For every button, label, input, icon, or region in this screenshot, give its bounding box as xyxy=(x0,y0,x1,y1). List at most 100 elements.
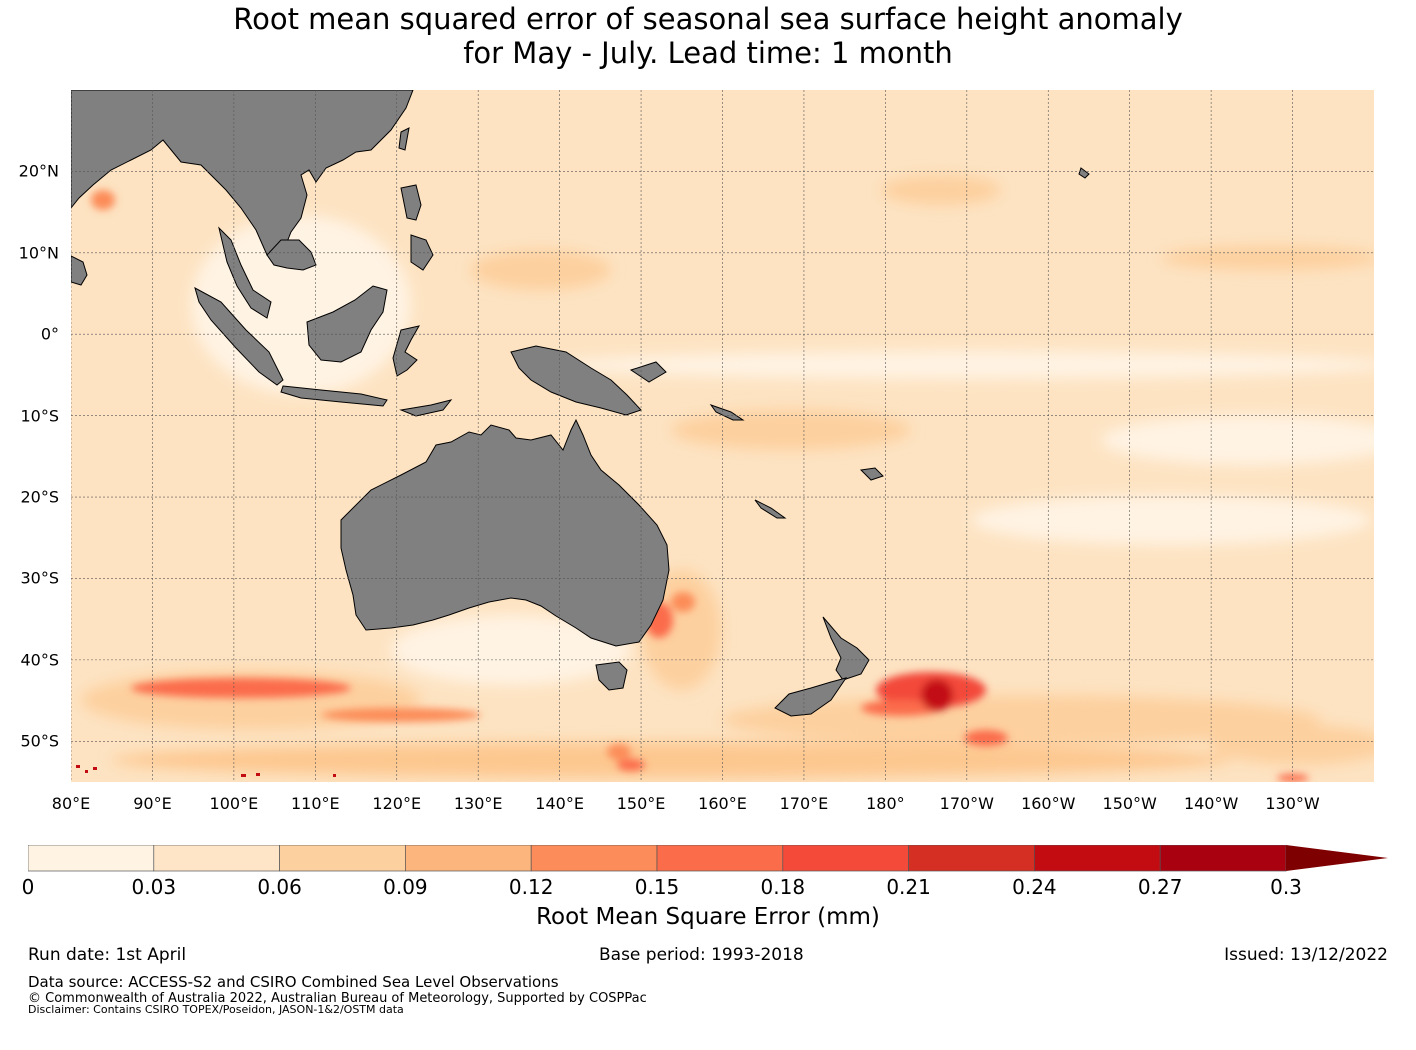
land-new-caledonia xyxy=(754,499,787,519)
mid-error-north-pacific-band xyxy=(1161,246,1374,270)
colorbar-cell xyxy=(153,845,280,872)
issued-date: Issued: 13/12/2022 xyxy=(1224,945,1388,965)
title-line-2: for May - July. Lead time: 1 month xyxy=(463,36,953,70)
longitude-label: 160°W xyxy=(1021,794,1076,813)
data-source: Data source: ACCESS-S2 and CSIRO Combine… xyxy=(28,973,559,991)
colorbar-cells xyxy=(28,845,1287,872)
land-sulawesi xyxy=(392,325,420,377)
colorbar-tick-label: 0.21 xyxy=(886,875,931,899)
land-new-guinea xyxy=(510,345,642,416)
latitude-label: 10°N xyxy=(18,243,59,263)
high-error-tasman-2 xyxy=(671,592,695,612)
colorbar-tick-label: 0.15 xyxy=(634,875,680,899)
colorbar-cell xyxy=(28,845,155,872)
high-error-south-nz xyxy=(964,730,1008,746)
longitude-label: 80°E xyxy=(51,794,91,813)
longitude-label: 90°E xyxy=(133,794,172,813)
longitude-label: 140°E xyxy=(535,794,584,813)
mid-error-coral-sea xyxy=(671,410,911,450)
colorbar-tick-label: 0.06 xyxy=(257,875,302,899)
land-philippines-luzon xyxy=(400,184,422,221)
latitude-label: 50°S xyxy=(20,731,59,751)
base-period: Base period: 1993-2018 xyxy=(599,945,804,965)
extreme-speck-2 xyxy=(85,770,88,773)
high-error-far-east-patch xyxy=(1277,774,1309,782)
colorbar-label: Root Mean Square Error (mm) xyxy=(536,904,880,930)
land-timor xyxy=(399,399,453,417)
copyright: © Commonwealth of Australia 2022, Austra… xyxy=(28,991,647,1006)
colorbar xyxy=(28,845,1388,872)
land-australia xyxy=(340,418,670,647)
low-error-east-tropical xyxy=(1101,415,1374,465)
disclaimer: Disclaimer: Contains CSIRO TOPEX/Poseido… xyxy=(28,1003,404,1016)
latitude-label: 40°S xyxy=(20,650,59,670)
extreme-speck-4 xyxy=(241,774,246,777)
extreme-error-specks xyxy=(76,765,336,777)
colorbar-tick-label: 0.24 xyxy=(1012,875,1057,899)
low-error-south-of-australia xyxy=(391,615,631,685)
latitude-label: 20°S xyxy=(20,487,59,507)
land-new-zealand-north xyxy=(822,616,870,681)
land-hawaii xyxy=(1078,167,1090,179)
low-error-tropical-band xyxy=(551,351,1374,379)
land-fiji xyxy=(859,467,884,481)
land-java xyxy=(280,385,388,407)
mid-error-bottom-band xyxy=(111,742,1231,778)
longitude-label: 150°W xyxy=(1102,794,1157,813)
colorbar-cell xyxy=(1159,845,1287,872)
longitude-label: 120°E xyxy=(372,794,422,813)
colorbar-cell xyxy=(405,845,532,872)
land-sri-lanka-area xyxy=(71,255,88,286)
colorbar-tick-label: 0.18 xyxy=(760,875,806,899)
longitude-label: 160°E xyxy=(698,794,747,813)
high-error-south-pacific-patch xyxy=(607,744,631,760)
mid-error-southern-ocean-far-east xyxy=(1211,725,1374,765)
latitude-label: 10°S xyxy=(20,406,59,426)
colorbar-cell xyxy=(1034,845,1161,872)
longitude-label: 130°E xyxy=(453,794,503,813)
map-panel xyxy=(71,90,1374,782)
land-bismarck xyxy=(629,361,667,383)
longitude-label: 180° xyxy=(866,794,905,813)
colorbar-cell xyxy=(656,845,784,872)
colorbar-tick-label: 0.03 xyxy=(131,875,177,899)
high-error-southern-ocean-1 xyxy=(131,678,351,698)
colorbar-cell xyxy=(908,845,1035,872)
land-taiwan xyxy=(398,127,410,151)
mid-error-north-central xyxy=(881,175,1001,205)
longitude-label: 150°E xyxy=(616,794,666,813)
longitude-label: 170°E xyxy=(779,794,829,813)
land-masses xyxy=(71,90,1090,717)
longitude-label: 170°W xyxy=(939,794,994,813)
colorbar-tick-label: 0.27 xyxy=(1137,875,1183,899)
land-indochina xyxy=(266,239,317,271)
extreme-speck-3 xyxy=(93,767,97,770)
high-error-nz-core xyxy=(921,679,953,711)
high-error-south-patch-2 xyxy=(617,759,645,771)
longitude-label: 100°E xyxy=(209,794,259,813)
rmse-map xyxy=(71,90,1374,782)
land-sumatra xyxy=(194,286,284,386)
colorbar-cell xyxy=(279,845,406,872)
colorbar-tick-label: 0 xyxy=(21,875,35,899)
high-error-nz-east-2 xyxy=(861,700,941,716)
longitude-label: 130°W xyxy=(1265,794,1320,813)
extreme-speck-6 xyxy=(333,774,336,777)
extreme-speck-5 xyxy=(256,773,260,776)
colorbar-cell xyxy=(530,845,658,872)
extreme-speck-1 xyxy=(76,765,80,768)
title-line-1: Root mean squared error of seasonal sea … xyxy=(233,2,1183,36)
land-philippines-south xyxy=(410,234,434,271)
colorbar-tick-label: 0.09 xyxy=(383,875,428,899)
graticule xyxy=(71,90,1374,782)
land-borneo xyxy=(306,285,388,363)
longitude-label: 140°W xyxy=(1183,794,1239,813)
land-malay-peninsula xyxy=(218,226,272,319)
latitude-label: 30°S xyxy=(20,568,59,588)
high-error-bay-of-bengal xyxy=(91,190,115,210)
map-title: Root mean squared error of seasonal sea … xyxy=(0,2,1416,70)
land-tasmania xyxy=(595,661,628,691)
high-error-field xyxy=(91,190,1309,782)
longitude-label: 110°E xyxy=(290,794,340,813)
colorbar-tick-label: 0.3 xyxy=(1270,875,1302,899)
